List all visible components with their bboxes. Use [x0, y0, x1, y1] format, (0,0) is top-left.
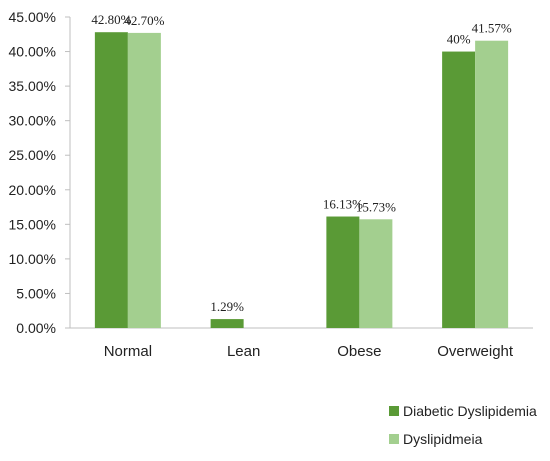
- y-tick-label: 40.00%: [9, 44, 56, 60]
- data-label: 41.57%: [472, 21, 512, 36]
- bar: [442, 51, 476, 329]
- legend-swatch: [389, 406, 399, 416]
- x-tick-label: Obese: [337, 343, 381, 360]
- data-label: 16.13%: [323, 197, 363, 212]
- y-tick-label: 15.00%: [9, 216, 56, 232]
- data-label: 40%: [447, 32, 471, 47]
- bar: [326, 216, 360, 328]
- data-label: 42.80%: [91, 12, 131, 27]
- y-tick-label: 0.00%: [16, 320, 56, 336]
- legend-swatch: [389, 434, 399, 444]
- y-tick-label: 20.00%: [9, 182, 56, 198]
- y-tick-label: 35.00%: [9, 78, 56, 94]
- y-tick-label: 45.00%: [9, 9, 56, 25]
- y-tick-label: 25.00%: [9, 147, 56, 163]
- bars: [94, 32, 509, 329]
- bar: [94, 32, 128, 329]
- legend: Diabetic Dyslipidemia Dyslipidmeia: [389, 403, 537, 447]
- bar: [475, 40, 509, 329]
- data-label: 42.70%: [124, 13, 164, 28]
- data-label: 1.29%: [210, 299, 244, 314]
- x-tick-label: Overweight: [437, 343, 514, 360]
- y-tick-label: 5.00%: [16, 285, 56, 301]
- data-label: 15.73%: [356, 199, 396, 214]
- legend-label: Dyslipidmeia: [403, 431, 483, 447]
- data-labels: 42.80%42.70% 1.29% 16.13%15.73% 40%41.57%: [91, 12, 512, 314]
- x-tick-label: Lean: [227, 343, 260, 360]
- y-tick-label: 10.00%: [9, 251, 56, 267]
- legend-label: Diabetic Dyslipidemia: [403, 403, 537, 419]
- bar: [210, 319, 244, 328]
- bar: [359, 219, 393, 328]
- bar: [127, 32, 161, 328]
- y-tick-label: 30.00%: [9, 113, 56, 129]
- x-axis: Normal Lean Obese Overweight: [70, 327, 533, 360]
- x-tick-label: Normal: [104, 343, 152, 360]
- y-axis: 0.00% 5.00% 10.00% 15.00% 20.00% 25.00% 30.00%…: [9, 9, 71, 336]
